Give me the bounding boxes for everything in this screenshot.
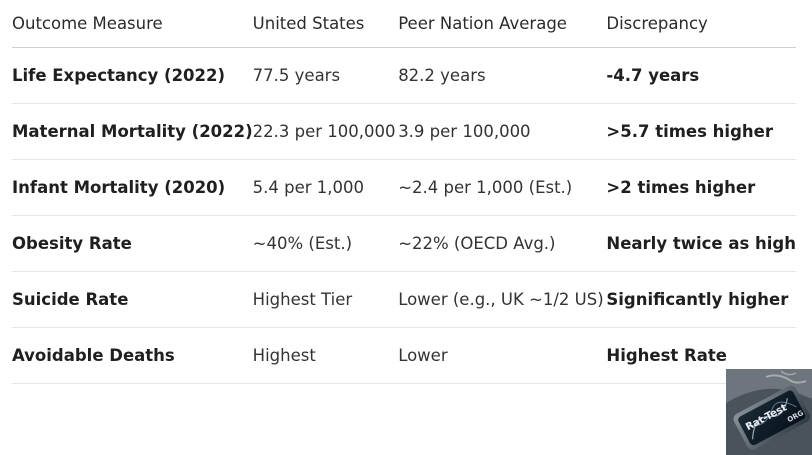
- watermark-logo-image: Rat-Test ORG: [726, 369, 812, 455]
- cell-measure: Avoidable Deaths: [12, 327, 253, 384]
- cell-peer-value: 3.9 per 100,000: [398, 103, 607, 160]
- header-outcome-measure: Outcome Measure: [12, 0, 253, 48]
- table-row: Maternal Mortality (2022) 22.3 per 100,0…: [12, 103, 796, 160]
- cell-peer-value: ~22% (OECD Avg.): [398, 215, 607, 272]
- watermark-logo-graphic: Rat-Test ORG: [726, 369, 812, 455]
- cell-peer-value: 82.2 years: [398, 47, 607, 104]
- cell-peer-value: Lower: [398, 327, 607, 384]
- cell-discrepancy: >2 times higher: [606, 159, 796, 216]
- cell-measure: Life Expectancy (2022): [12, 47, 253, 104]
- table-row: Avoidable Deaths Highest Lower Highest R…: [12, 327, 796, 384]
- cell-discrepancy: >5.7 times higher: [606, 103, 796, 160]
- cell-measure: Obesity Rate: [12, 215, 253, 272]
- cell-measure: Infant Mortality (2020): [12, 159, 253, 216]
- cell-discrepancy: Nearly twice as high: [606, 215, 796, 272]
- table-row: Obesity Rate ~40% (Est.) ~22% (OECD Avg.…: [12, 215, 796, 272]
- cell-us-value: 5.4 per 1,000: [252, 159, 399, 216]
- table-row: Infant Mortality (2020) 5.4 per 1,000 ~2…: [12, 159, 796, 216]
- header-discrepancy: Discrepancy: [606, 0, 796, 48]
- cell-us-value: Highest Tier: [252, 271, 399, 328]
- header-united-states: United States: [252, 0, 399, 48]
- cell-us-value: ~40% (Est.): [252, 215, 399, 272]
- cell-peer-value: Lower (e.g., UK ~1/2 US): [398, 271, 607, 328]
- cell-us-value: 22.3 per 100,000: [252, 103, 399, 160]
- cell-discrepancy: Significantly higher: [606, 271, 796, 328]
- outcomes-table: Outcome Measure United States Peer Natio…: [12, 0, 796, 384]
- table-row: Suicide Rate Highest Tier Lower (e.g., U…: [12, 271, 796, 328]
- cell-discrepancy: -4.7 years: [606, 47, 796, 104]
- cell-measure: Suicide Rate: [12, 271, 253, 328]
- cell-us-value: 77.5 years: [252, 47, 399, 104]
- cell-us-value: Highest: [252, 327, 399, 384]
- table-row: Life Expectancy (2022) 77.5 years 82.2 y…: [12, 47, 796, 104]
- table-header-row: Outcome Measure United States Peer Natio…: [12, 0, 796, 48]
- cell-measure: Maternal Mortality (2022): [12, 103, 253, 160]
- header-peer-nation-average: Peer Nation Average: [398, 0, 607, 48]
- cell-peer-value: ~2.4 per 1,000 (Est.): [398, 159, 607, 216]
